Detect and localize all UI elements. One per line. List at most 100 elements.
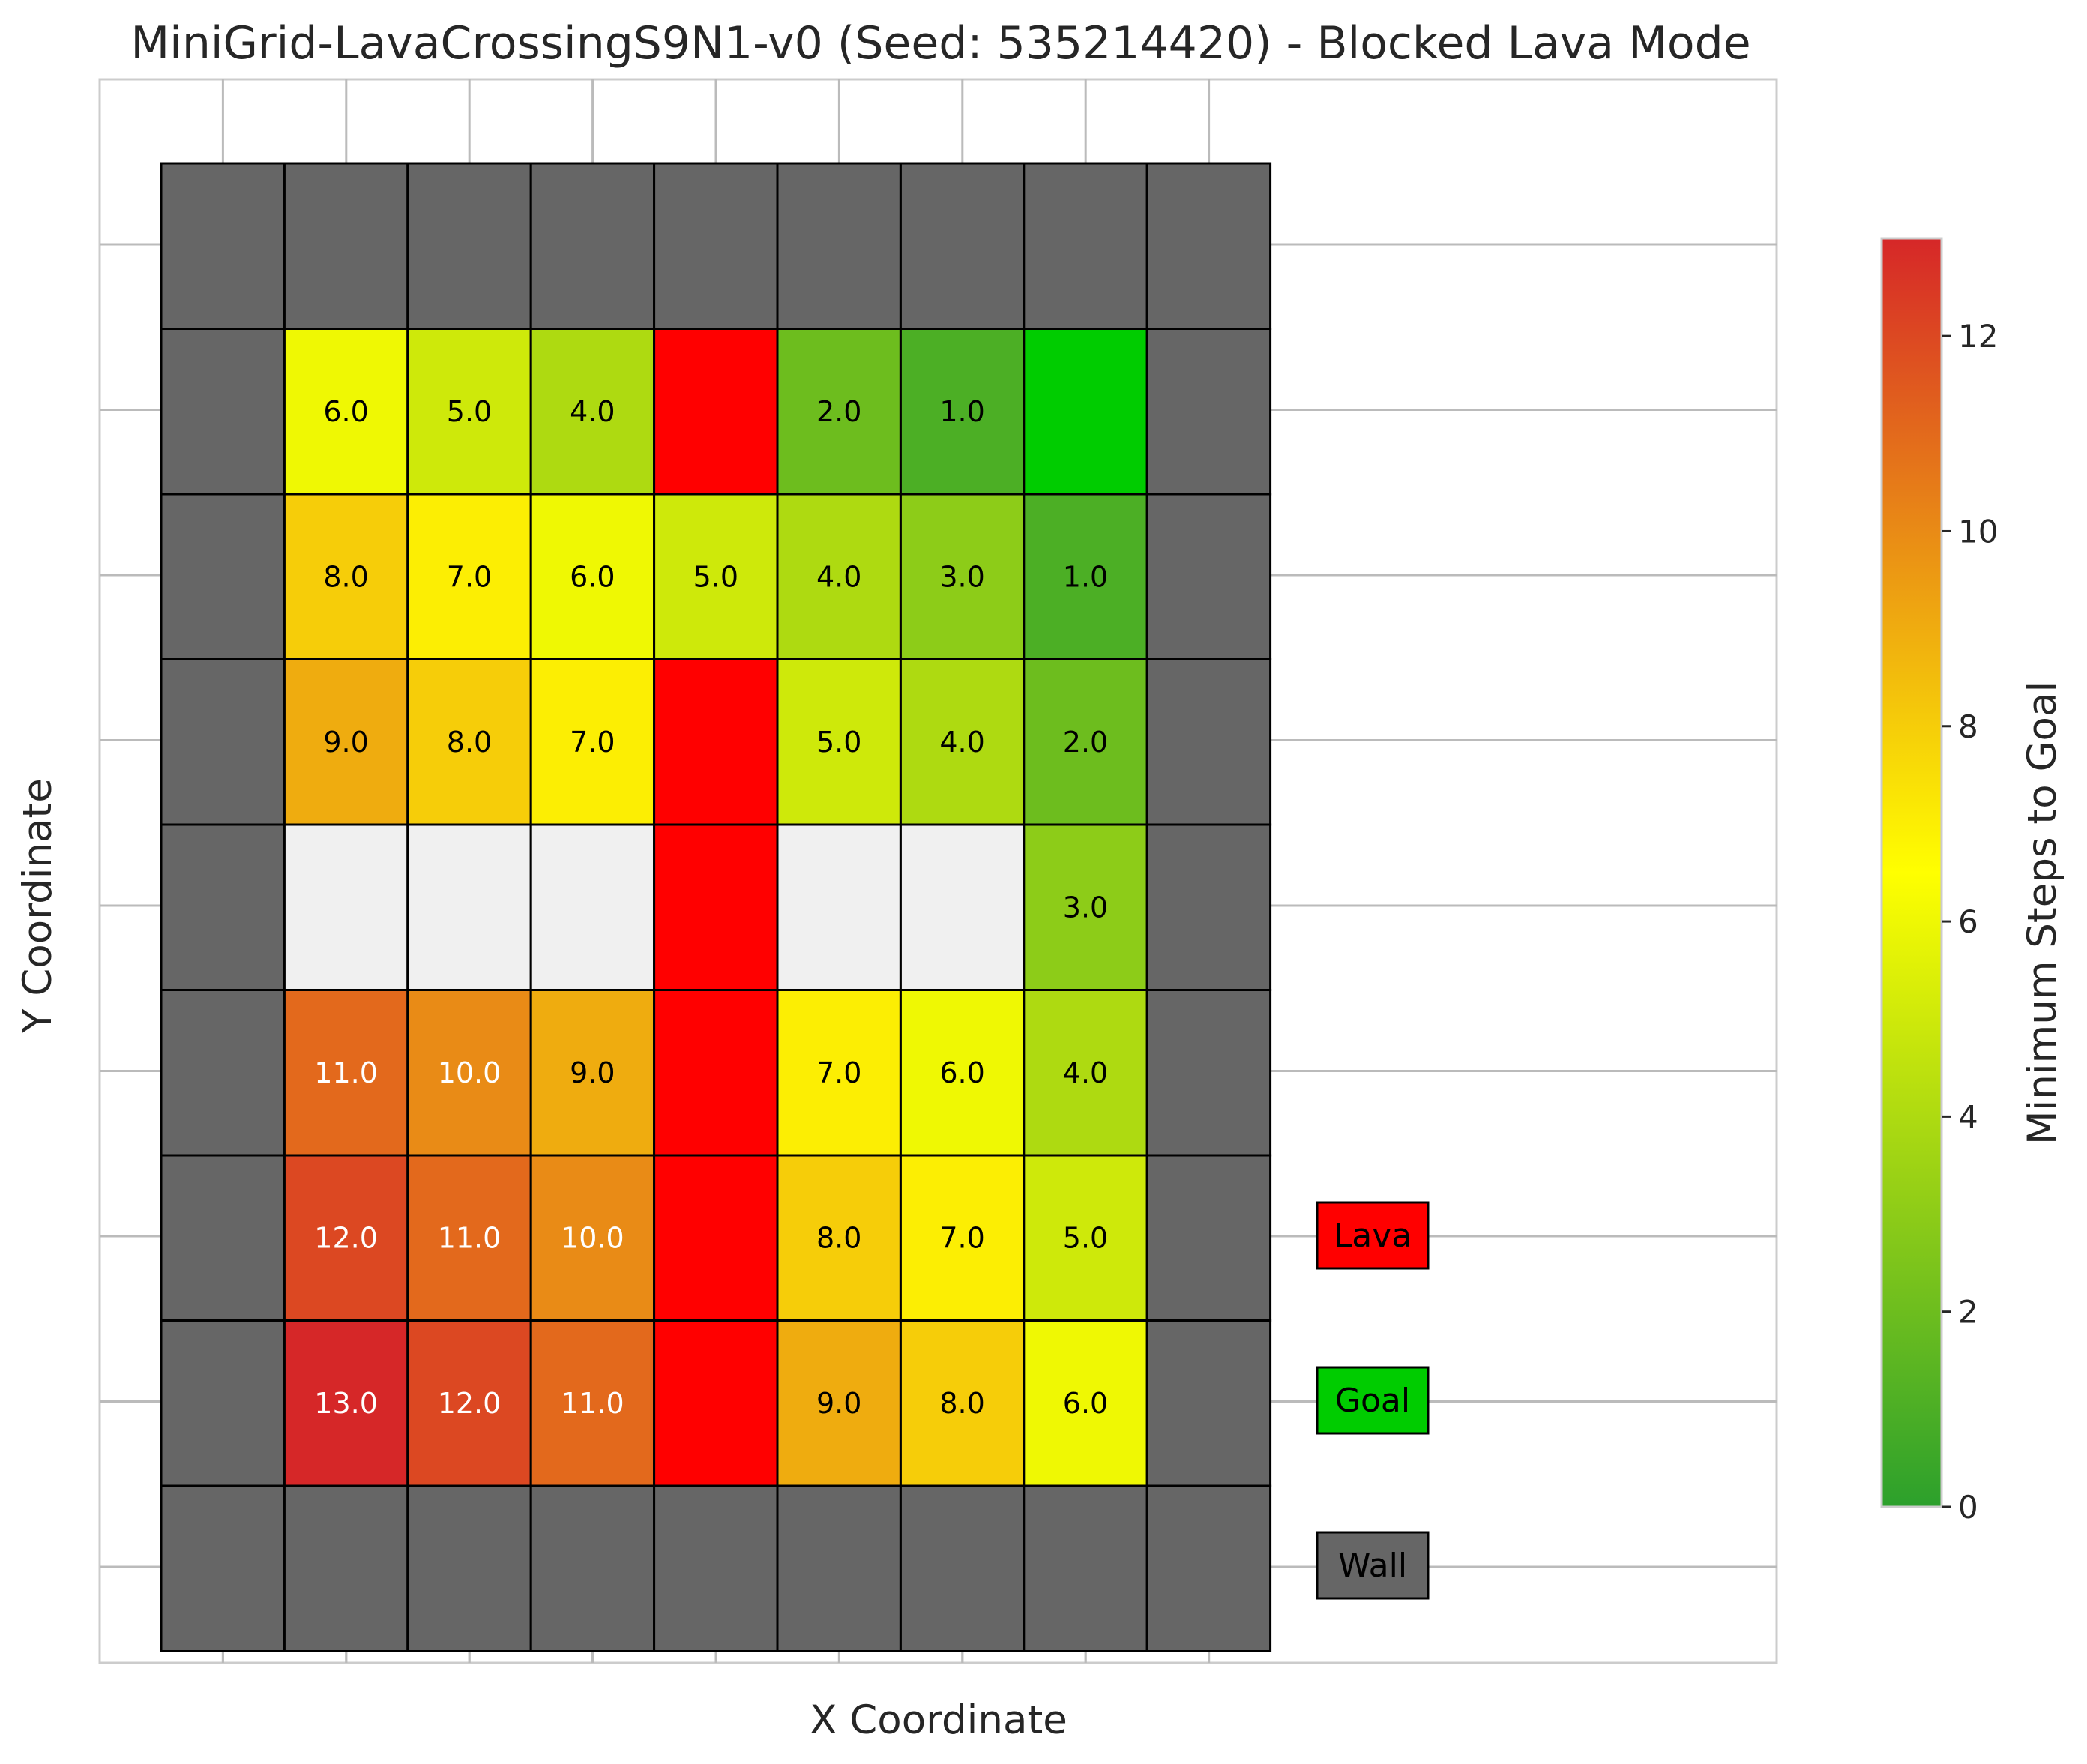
cell-labels: 6.0 5.0 4.0 2.0 1.0 8.0 7.0 6.0 5.0 4.0 3.0 1.0 9.0 8… [314, 395, 1108, 1420]
heatmap-cell [529, 493, 656, 660]
heatmap-cell [776, 989, 902, 1157]
legend-item-goal [1316, 1366, 1430, 1435]
wall-cell [283, 162, 409, 330]
colorbar-tick-label: 12 [1958, 318, 1998, 355]
wall-cell [160, 1319, 286, 1487]
wall-cell [1023, 1484, 1148, 1652]
heatmap-cell [1023, 989, 1148, 1157]
legend-item-lava [1316, 1201, 1430, 1270]
wall-cell [529, 1484, 656, 1652]
legend-label-wall: Wall [1338, 1547, 1407, 1585]
heatmap-cells [160, 162, 1272, 1652]
legend-item-wall [1316, 1531, 1430, 1600]
wall-cell [1145, 328, 1272, 496]
heatmap-cell [283, 658, 409, 826]
cell-value-label: 6.0 [570, 560, 615, 593]
wall-cell [776, 1484, 902, 1652]
wall-cell [1145, 823, 1272, 991]
lava-cell [653, 1319, 779, 1487]
heatmap-cell [1023, 493, 1148, 660]
cell-value-label: 7.0 [570, 726, 615, 759]
wall-cell [160, 328, 286, 496]
wall-cell [406, 1484, 532, 1652]
cell-value-label: 13.0 [314, 1387, 378, 1420]
x-axis-label: X Coordinate [810, 1697, 1067, 1743]
colorbar-tick-label: 2 [1958, 1294, 1978, 1331]
heatmap-cell [406, 328, 532, 496]
heatmap-cell [406, 493, 532, 660]
cell-value-label: 11.0 [561, 1387, 624, 1420]
cell-value-label: 5.0 [816, 726, 861, 759]
heatmap-cell [406, 989, 532, 1157]
wall-cell [160, 162, 286, 330]
cell-value-label: 12.0 [438, 1387, 502, 1420]
heatmap-cell [283, 493, 409, 660]
heatmap-cell [529, 989, 656, 1157]
wall-cell [160, 1154, 286, 1322]
unreachable-cell [283, 823, 409, 991]
wall-cell [653, 1484, 779, 1652]
cell-value-label: 2.0 [816, 395, 861, 428]
cell-value-label: 10.0 [561, 1221, 624, 1254]
cell-value-label: 3.0 [939, 560, 984, 593]
heatmap-cell [283, 328, 409, 496]
heatmap-cell [899, 989, 1026, 1157]
cell-value-label: 1.0 [939, 395, 984, 428]
cell-value-label: 6.0 [1063, 1387, 1108, 1420]
wall-cell [160, 1484, 286, 1652]
heatmap-cell [283, 1154, 409, 1322]
cell-value-label: 4.0 [570, 395, 615, 428]
heatmap-cell [529, 658, 656, 826]
cell-value-label: 8.0 [447, 726, 492, 759]
colorbar-tick-label: 0 [1958, 1489, 1978, 1526]
cell-value-label: 11.0 [438, 1221, 502, 1254]
heatmap-cell [406, 658, 532, 826]
wall-cell [776, 162, 902, 330]
heatmap-cell [1023, 1154, 1148, 1322]
colorbar-tick-label: 6 [1958, 903, 1978, 940]
cell-value-label: 4.0 [939, 726, 984, 759]
y-axis-label: Y Coordinate [15, 778, 61, 1034]
wall-cell [1145, 493, 1272, 660]
wall-cell [1145, 162, 1272, 330]
wall-cell [653, 162, 779, 330]
cell-value-label: 6.0 [323, 395, 368, 428]
wall-cell [406, 162, 532, 330]
lava-cell [653, 823, 779, 991]
cell-value-label: 7.0 [816, 1056, 861, 1089]
colorbar-tick-label: 4 [1958, 1098, 1978, 1135]
cell-value-label: 5.0 [447, 395, 492, 428]
wall-cell [1145, 1319, 1272, 1487]
lava-cell [653, 658, 779, 826]
unreachable-cell [529, 823, 656, 991]
colorbar-tick-label: 10 [1958, 513, 1998, 550]
chart-title: MiniGrid-LavaCrossingS9N1-v0 (Seed: 5352… [130, 17, 1750, 70]
cell-value-label: 6.0 [939, 1056, 984, 1089]
cell-value-label: 9.0 [570, 1056, 615, 1089]
cell-value-label: 12.0 [314, 1221, 378, 1254]
lava-cell [653, 1154, 779, 1322]
heatmap-cell [899, 493, 1026, 660]
wall-cell [529, 162, 656, 330]
unreachable-cell [899, 823, 1026, 991]
wall-cell [1145, 1154, 1272, 1322]
unreachable-cell [776, 823, 902, 991]
heatmap-cell [529, 1319, 656, 1487]
cell-value-label: 8.0 [816, 1221, 861, 1254]
colorbar-tick-label: 8 [1958, 708, 1978, 745]
legend: Lava Goal Wall [1316, 1201, 1430, 1600]
wall-cell [1145, 989, 1272, 1157]
wall-cell [283, 1484, 409, 1652]
colorbar: 0 2 4 6 8 10 12 [1880, 237, 1998, 1526]
lava-cell [653, 328, 779, 496]
heatmap-cell [776, 493, 902, 660]
heatmap-cell [529, 1154, 656, 1322]
wall-cell [160, 823, 286, 991]
heatmap-cell [406, 1319, 532, 1487]
legend-label-goal: Goal [1335, 1382, 1410, 1420]
heatmap-cell [1023, 823, 1148, 991]
cell-value-label: 7.0 [447, 560, 492, 593]
cell-value-label: 8.0 [323, 560, 368, 593]
cell-value-label: 9.0 [816, 1387, 861, 1420]
